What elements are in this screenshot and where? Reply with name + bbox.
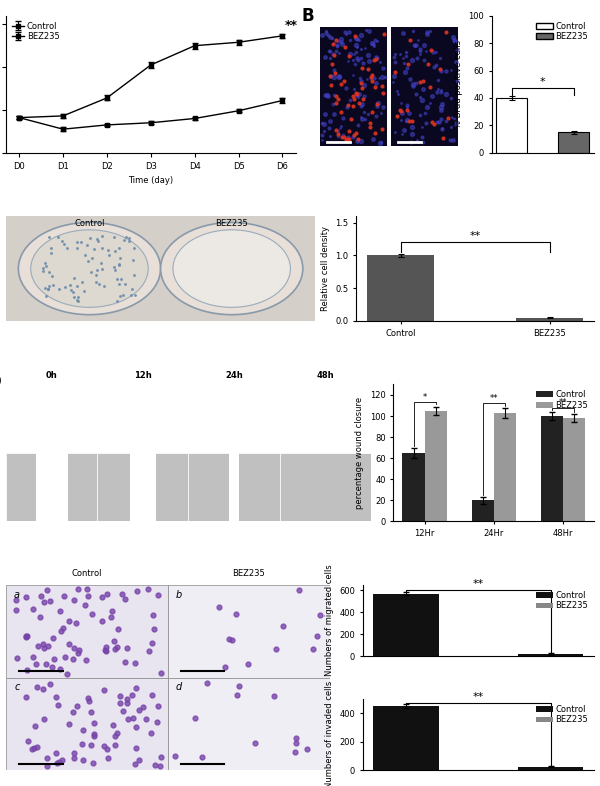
- Bar: [6, 521, 97, 590]
- Bar: [391, 27, 458, 146]
- Ellipse shape: [31, 230, 148, 307]
- Y-axis label: Relative cell density: Relative cell density: [321, 226, 330, 311]
- Text: 12h: 12h: [134, 371, 152, 380]
- Bar: [97, 453, 188, 521]
- Ellipse shape: [19, 222, 161, 314]
- Text: **: **: [490, 394, 498, 403]
- Text: **: **: [469, 231, 481, 241]
- Bar: [35, 453, 68, 521]
- Bar: [218, 521, 250, 590]
- Bar: [320, 27, 387, 146]
- Y-axis label: percentage wound closure: percentage wound closure: [355, 397, 364, 509]
- Bar: [367, 255, 434, 321]
- Bar: [6, 585, 168, 678]
- Bar: [280, 453, 371, 521]
- Bar: [35, 521, 68, 590]
- Bar: [518, 766, 583, 770]
- X-axis label: Time (day): Time (day): [128, 176, 173, 185]
- Ellipse shape: [161, 222, 303, 314]
- Y-axis label: Numbers of invaded cells: Numbers of invaded cells: [325, 681, 334, 786]
- Text: d: d: [176, 682, 182, 692]
- Bar: [188, 521, 280, 590]
- Legend: Control, BEZ235: Control, BEZ235: [535, 388, 590, 412]
- Bar: [310, 521, 340, 590]
- Bar: [541, 416, 563, 521]
- Text: **: **: [473, 692, 484, 702]
- Bar: [130, 453, 155, 521]
- Bar: [373, 706, 439, 770]
- Text: BEZ235: BEZ235: [232, 569, 265, 578]
- Bar: [188, 453, 280, 521]
- Legend: Control, BEZ235: Control, BEZ235: [535, 589, 590, 612]
- Y-axis label: % Brdu positive cells: % Brdu positive cells: [454, 40, 463, 128]
- Bar: [559, 132, 589, 152]
- Bar: [6, 678, 168, 770]
- Bar: [229, 453, 239, 521]
- Bar: [168, 678, 329, 770]
- Ellipse shape: [173, 230, 290, 307]
- Text: BEZ235: BEZ235: [215, 219, 248, 229]
- Text: 48h: 48h: [316, 371, 334, 380]
- Text: c: c: [14, 682, 19, 692]
- Bar: [280, 521, 371, 590]
- Bar: [494, 413, 516, 521]
- Bar: [518, 654, 583, 656]
- Text: D: D: [0, 373, 2, 391]
- Text: b: b: [176, 590, 182, 600]
- Text: *: *: [540, 77, 546, 87]
- Bar: [496, 98, 527, 152]
- Text: 24h: 24h: [225, 371, 243, 380]
- Legend: Control, BEZ235: Control, BEZ235: [535, 703, 590, 726]
- Y-axis label: Numbers of migrated cells: Numbers of migrated cells: [325, 564, 334, 677]
- Bar: [563, 418, 585, 521]
- Bar: [6, 453, 97, 521]
- Legend: Control, BEZ235: Control, BEZ235: [10, 20, 61, 43]
- Text: **: **: [284, 20, 298, 32]
- Legend: Control, BEZ235: Control, BEZ235: [535, 20, 590, 43]
- Text: Control: Control: [74, 219, 105, 229]
- Text: Control: Control: [339, 20, 369, 29]
- Text: BEZ235: BEZ235: [409, 20, 442, 29]
- Bar: [97, 521, 188, 590]
- Text: Control: Control: [71, 569, 102, 578]
- Bar: [373, 593, 439, 656]
- Bar: [403, 453, 425, 521]
- Text: **: **: [559, 398, 567, 407]
- Text: *: *: [422, 393, 427, 402]
- Text: 0h: 0h: [46, 371, 58, 380]
- Text: B: B: [301, 8, 314, 25]
- Text: a: a: [14, 590, 20, 600]
- Bar: [472, 501, 494, 521]
- Bar: [127, 521, 159, 590]
- Bar: [516, 318, 583, 321]
- Text: **: **: [473, 579, 484, 590]
- Bar: [425, 411, 447, 521]
- Bar: [168, 585, 329, 678]
